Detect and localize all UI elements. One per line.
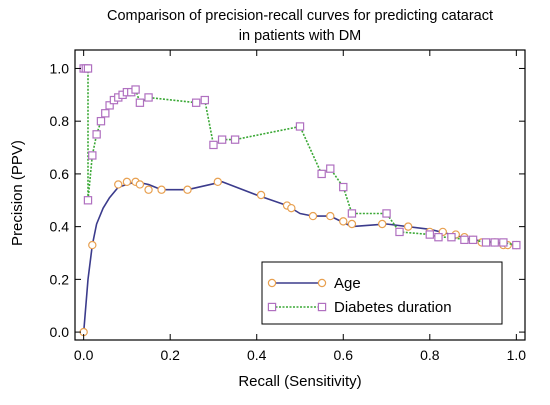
legend-marker — [267, 278, 277, 288]
data-point — [101, 109, 110, 118]
data-point — [481, 238, 491, 247]
legend-marker — [317, 302, 327, 312]
data-point — [83, 196, 93, 205]
data-point — [326, 164, 335, 173]
data-point — [295, 122, 305, 131]
data-point — [114, 180, 123, 189]
data-point — [200, 95, 210, 105]
data-point — [490, 238, 499, 247]
data-point — [425, 230, 435, 239]
x-axis-label: Recall (Sensitivity) — [238, 373, 361, 390]
data-point — [135, 180, 145, 189]
data-point — [157, 185, 166, 194]
chart-title-line-1: Comparison of precision-recall curves fo… — [107, 8, 493, 24]
plot-frame — [74, 49, 526, 341]
data-point — [347, 219, 357, 229]
data-point — [395, 227, 404, 237]
legend-marker — [267, 302, 277, 312]
data-point — [144, 93, 153, 102]
legend-frame — [261, 261, 503, 325]
y-tick-label: 1.0 — [50, 60, 70, 76]
series-layer — [79, 64, 521, 337]
data-point — [339, 217, 348, 226]
x-tick-label: 0.4 — [247, 347, 267, 363]
data-point — [122, 177, 132, 187]
data-point — [434, 232, 443, 242]
y-axis-ticks: 0.0 0.2 0.4 0.6 0.8 1.0 — [50, 60, 525, 340]
y-axis-label: Precision (PPV) — [9, 140, 26, 246]
data-point — [230, 135, 240, 144]
data-point — [382, 209, 391, 218]
legend-item: Age — [267, 275, 361, 292]
data-point — [256, 190, 266, 200]
legend-item: Diabetes duration — [267, 299, 452, 316]
data-point — [317, 169, 326, 179]
data-point — [468, 235, 478, 245]
data-point — [512, 240, 521, 250]
data-point — [347, 209, 357, 218]
x-tick-label: 1.0 — [507, 347, 527, 363]
data-point — [131, 85, 140, 94]
x-axis-ticks: 0.0 0.2 0.4 0.6 0.8 1.0 — [74, 50, 526, 363]
data-point — [96, 116, 106, 126]
data-point — [447, 232, 456, 242]
series-1 — [79, 64, 521, 250]
data-point — [92, 130, 101, 139]
legend-marker — [317, 278, 327, 288]
data-point — [144, 185, 153, 194]
data-point — [209, 140, 218, 150]
x-tick-label: 0.2 — [160, 347, 180, 363]
x-tick-label: 0.6 — [334, 347, 354, 363]
data-point — [83, 64, 93, 73]
data-point — [183, 185, 192, 194]
data-point — [88, 151, 97, 160]
chart-title-line-2: in patients with DM — [239, 28, 362, 44]
data-point — [287, 203, 296, 213]
data-point — [499, 238, 508, 247]
data-point — [339, 182, 348, 192]
data-point — [326, 211, 335, 221]
data-point — [135, 98, 145, 107]
data-point — [191, 98, 201, 107]
data-point — [213, 177, 222, 187]
y-tick-label: 0.8 — [50, 113, 70, 129]
y-tick-label: 0.2 — [50, 271, 70, 287]
legend: Age Diabetes duration — [261, 261, 503, 325]
data-point — [378, 219, 387, 229]
data-point — [105, 101, 114, 110]
data-point — [217, 135, 227, 144]
legend-label: Age — [334, 275, 361, 292]
data-point — [88, 240, 97, 250]
data-point — [308, 211, 318, 221]
y-tick-label: 0.0 — [50, 324, 70, 340]
x-tick-label: 0.0 — [74, 347, 94, 363]
data-point — [460, 235, 469, 245]
x-tick-label: 0.8 — [420, 347, 440, 363]
y-tick-label: 0.4 — [50, 219, 70, 235]
y-tick-label: 0.6 — [50, 166, 70, 182]
series-line — [82, 181, 517, 333]
legend-label: Diabetes duration — [334, 299, 452, 316]
data-point — [403, 222, 413, 231]
